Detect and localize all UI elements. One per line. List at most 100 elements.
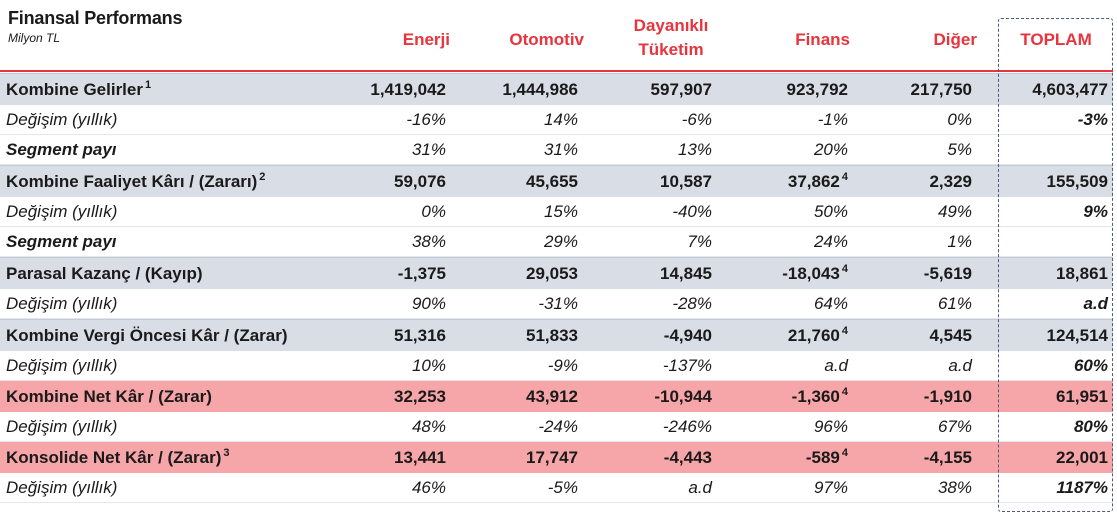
col-header-dayanikli-line1: Dayanıklı: [633, 16, 709, 35]
row-label: Segment payı: [6, 139, 117, 159]
cell-toplam: 4,603,477: [1032, 79, 1108, 99]
cell-enerji: 51,316: [394, 325, 446, 345]
col-header-finans: Finans: [795, 30, 850, 49]
cell-dayanikli: 10,587: [660, 171, 712, 191]
cell-otomotiv: 17,747: [526, 447, 578, 467]
cell-otomotiv: 29,053: [526, 263, 578, 283]
cell-otomotiv: 15%: [543, 201, 578, 221]
footnote-marker: 4: [841, 385, 848, 398]
cell-diger: -4,155: [923, 447, 972, 467]
cell-enerji: -16%: [406, 109, 446, 129]
cell-dayanikli: a.d: [688, 477, 712, 497]
cell-toplam: 9%: [1083, 201, 1108, 221]
cell-dayanikli: -28%: [672, 293, 712, 313]
cell-dayanikli: 14,845: [660, 263, 712, 283]
cell-toplam: a.d: [1083, 293, 1108, 313]
row-label: Parasal Kazanç / (Kayıp): [6, 263, 203, 283]
cell-otomotiv: 29%: [543, 231, 578, 251]
performance-table: Kombine Gelirler 1 1,419,042 1,444,986 59…: [0, 73, 1113, 503]
cell-diger: 67%: [937, 416, 972, 436]
cell-otomotiv: 51,833: [526, 325, 578, 345]
cell-otomotiv: -24%: [538, 416, 578, 436]
cell-diger: 5%: [947, 139, 972, 159]
cell-toplam: 80%: [1073, 416, 1108, 436]
cell-diger: 49%: [937, 201, 972, 221]
row-label: Değişim (yıllık): [6, 355, 118, 375]
cell-enerji: 31%: [411, 139, 446, 159]
cell-finans: 97%: [813, 477, 848, 497]
header-divider: [0, 70, 1113, 72]
row-label: Segment payı: [6, 231, 117, 251]
cell-toplam: -3%: [1077, 109, 1108, 129]
cell-dayanikli: -10,944: [654, 386, 712, 406]
cell-dayanikli: -6%: [681, 109, 712, 129]
col-header-dayanikli-line2: Tüketim: [638, 40, 704, 59]
cell-otomotiv: 1,444,986: [502, 79, 578, 99]
cell-dayanikli: 7%: [687, 231, 712, 251]
table-row-degisim: Değişim (yıllık) 0% 15% -40% 50% 49% 9%: [0, 197, 1113, 227]
cell-finans: -18,043 4: [782, 262, 848, 283]
cell-finans: 20%: [813, 139, 848, 159]
footnote-marker: 4: [841, 170, 848, 183]
cell-finans: 21,760 4: [787, 324, 848, 345]
cell-otomotiv: 43,912: [526, 386, 578, 406]
cell-diger: a.d: [948, 355, 972, 375]
cell-enerji: 10%: [411, 355, 446, 375]
row-label: Kombine Net Kâr / (Zarar): [6, 386, 212, 406]
cell-finans: 64%: [813, 293, 848, 313]
row-label: Değişim (yıllık): [6, 293, 118, 313]
cell-finans: 923,792: [786, 79, 848, 99]
cell-enerji: 90%: [411, 293, 446, 313]
cell-toplam: 60%: [1073, 355, 1108, 375]
cell-enerji: -1,375: [397, 263, 446, 283]
table-row-degisim: Değişim (yıllık) 46% -5% a.d 97% 38% 118…: [0, 473, 1113, 503]
col-header-diger: Diğer: [933, 30, 977, 49]
cell-otomotiv: -9%: [547, 355, 578, 375]
cell-toplam: 124,514: [1046, 325, 1108, 345]
cell-enerji: 38%: [411, 231, 446, 251]
col-header-toplam: TOPLAM: [1020, 30, 1092, 49]
row-label: Değişim (yıllık): [6, 477, 118, 497]
table-row-kombine-gelirler: Kombine Gelirler 1 1,419,042 1,444,986 59…: [0, 73, 1113, 105]
table-row-segment-payi: Segment payı 38% 29% 7% 24% 1%: [0, 227, 1113, 257]
cell-dayanikli: 597,907: [650, 79, 712, 99]
cell-toplam: 22,001: [1056, 447, 1108, 467]
cell-otomotiv: -5%: [547, 477, 578, 497]
cell-diger: 2,329: [929, 171, 972, 191]
cell-enerji: 46%: [411, 477, 446, 497]
cell-enerji: 59,076: [394, 171, 446, 191]
page-title: Finansal Performans: [8, 8, 183, 28]
cell-toplam: 1187%: [1056, 477, 1108, 497]
cell-diger: 1%: [947, 231, 972, 251]
cell-otomotiv: 14%: [543, 109, 578, 129]
row-label: Kombine Vergi Öncesi Kâr / (Zarar): [6, 325, 288, 345]
cell-finans: a.d: [824, 355, 848, 375]
table-row-vergi-oncesi-kar: Kombine Vergi Öncesi Kâr / (Zarar) 51,31…: [0, 319, 1113, 351]
cell-dayanikli: 13%: [677, 139, 712, 159]
cell-diger: 4,545: [929, 325, 972, 345]
cell-toplam: 155,509: [1046, 171, 1108, 191]
table-row-parasal-kazanc: Parasal Kazanç / (Kayıp) -1,375 29,053 1…: [0, 257, 1113, 289]
row-label: Kombine Faaliyet Kârı / (Zararı) 2: [6, 170, 266, 191]
cell-enerji: 32,253: [394, 386, 446, 406]
cell-diger: -1,910: [923, 386, 972, 406]
cell-dayanikli: -4,443: [663, 447, 712, 467]
cell-enerji: 1,419,042: [370, 79, 446, 99]
cell-diger: -5,619: [923, 263, 972, 283]
cell-diger: 217,750: [910, 79, 972, 99]
footnote-marker: 4: [841, 324, 848, 337]
cell-diger: 61%: [937, 293, 972, 313]
cell-enerji: 0%: [421, 201, 446, 221]
cell-toplam: 18,861: [1056, 263, 1108, 283]
row-label: Kombine Gelirler 1: [6, 78, 152, 99]
table-row-kombine-faaliyet-kari: Kombine Faaliyet Kârı / (Zararı) 2 59,076…: [0, 165, 1113, 197]
footnote-marker: 4: [841, 446, 848, 459]
cell-diger: 38%: [937, 477, 972, 497]
cell-enerji: 13,441: [394, 447, 446, 467]
cell-finans: 96%: [813, 416, 848, 436]
cell-otomotiv: 45,655: [526, 171, 578, 191]
cell-finans: -589 4: [805, 446, 848, 467]
footnote-marker: 4: [841, 262, 848, 275]
cell-finans: -1%: [817, 109, 848, 129]
cell-finans: 50%: [813, 201, 848, 221]
